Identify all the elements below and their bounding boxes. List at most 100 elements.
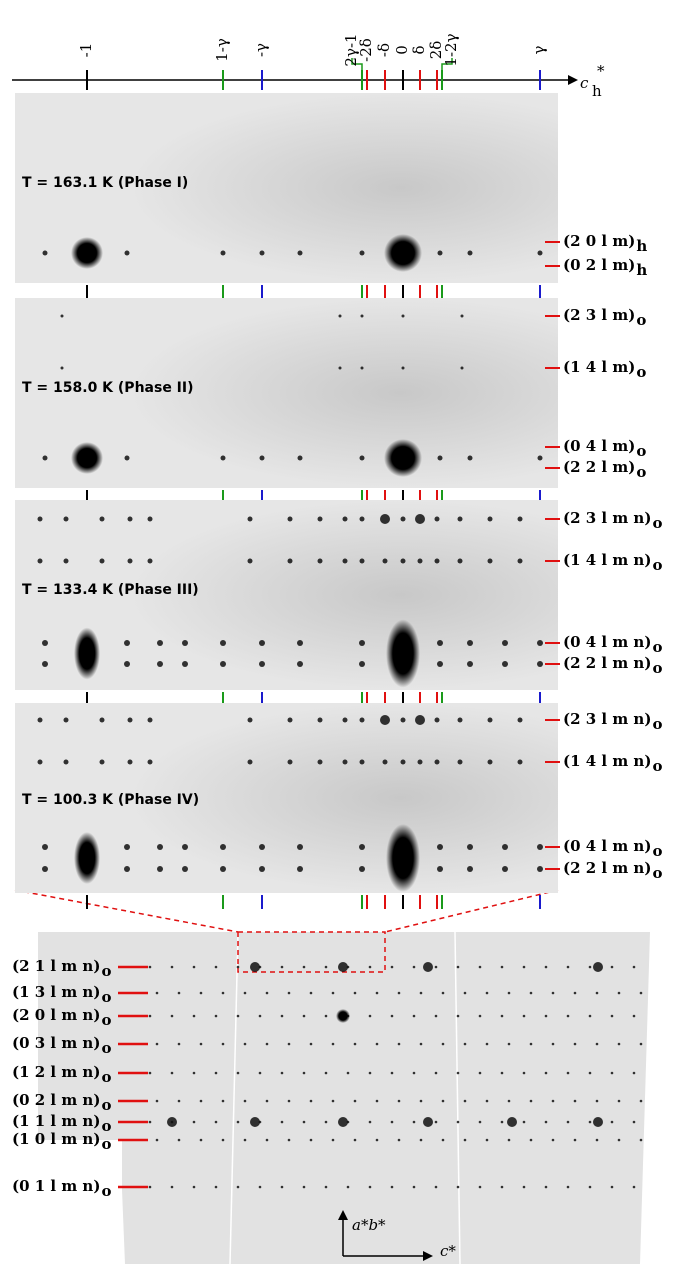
diffraction-spot — [287, 991, 291, 995]
diffraction-spot — [419, 1042, 423, 1046]
diffraction-spot — [566, 1014, 570, 1018]
diffraction-spot — [384, 234, 422, 272]
diffraction-spot — [155, 991, 159, 995]
diffraction-spot — [487, 516, 493, 522]
diffraction-spot — [588, 1185, 592, 1189]
diffraction-spot — [551, 1099, 555, 1103]
reflection-label: (1 2 l m n) — [12, 1063, 100, 1081]
diffraction-spot — [617, 1099, 621, 1103]
diffraction-spot — [485, 991, 489, 995]
diffraction-spot — [221, 1099, 225, 1103]
diffraction-spot — [434, 558, 440, 564]
diffraction-spot — [359, 455, 365, 461]
overview-spots — [148, 962, 643, 1189]
diffraction-spot — [457, 759, 463, 765]
diffraction-spot — [456, 965, 460, 969]
diffraction-spot — [221, 1138, 225, 1142]
diffraction-spot — [124, 455, 130, 461]
diffraction-spot — [297, 455, 303, 461]
diffraction-spot — [297, 640, 303, 646]
diffraction-spot — [302, 1071, 306, 1075]
diffraction-spot — [124, 640, 130, 646]
diffraction-spot — [250, 962, 260, 972]
diffraction-spot — [42, 844, 48, 850]
diffraction-spot — [170, 1071, 174, 1075]
axis-tick-label: -1 — [77, 43, 95, 58]
diffraction-spot — [214, 1185, 218, 1189]
diffraction-spot — [467, 844, 473, 850]
diffraction-spot — [182, 640, 188, 646]
diffraction-spot — [419, 1099, 423, 1103]
diffraction-spot — [258, 1014, 262, 1018]
diffraction-spot — [302, 1120, 306, 1124]
diffraction-spot — [353, 1042, 357, 1046]
diffraction-spot — [297, 866, 303, 872]
diffraction-spot — [259, 866, 265, 872]
diffraction-spot — [338, 366, 342, 370]
diffraction-spot — [412, 965, 416, 969]
diffraction-spot — [317, 717, 323, 723]
diffraction-spot — [595, 1138, 599, 1142]
diffraction-spot — [478, 965, 482, 969]
diffraction-spot — [467, 455, 473, 461]
diffraction-spot — [544, 1120, 548, 1124]
diffraction-spot — [390, 965, 394, 969]
reflection-sub: h — [636, 237, 647, 255]
overview-axis-label: a*b* — [352, 1216, 386, 1234]
diffraction-spot — [177, 991, 181, 995]
axis-tick-label: δ — [410, 45, 428, 54]
axis-tick-label: -δ — [375, 43, 393, 57]
diffraction-spot — [182, 844, 188, 850]
panel-image — [15, 500, 558, 690]
diffraction-spot — [287, 1042, 291, 1046]
diffraction-spot — [280, 1120, 284, 1124]
diffraction-spot — [401, 314, 405, 318]
diffraction-spot — [192, 1120, 196, 1124]
diffraction-spot — [522, 1185, 526, 1189]
reflection-label: (0 3 l m n) — [12, 1034, 100, 1052]
diffraction-spot — [317, 759, 323, 765]
diffraction-spot — [610, 1185, 614, 1189]
diffraction-spot — [441, 1042, 445, 1046]
diffraction-spot — [155, 1042, 159, 1046]
diffraction-spot — [441, 1138, 445, 1142]
overview-arrow — [423, 1251, 433, 1261]
diffraction-spot — [265, 1099, 269, 1103]
diffraction-spot — [37, 516, 43, 522]
diffraction-spot — [177, 1099, 181, 1103]
diffraction-spot — [478, 1014, 482, 1018]
reflection-sub: o — [652, 864, 662, 882]
diffraction-spot — [566, 1185, 570, 1189]
diffraction-spot — [593, 1117, 603, 1127]
diffraction-spot — [522, 965, 526, 969]
diffraction-spot — [170, 1185, 174, 1189]
diffraction-spot — [460, 366, 464, 370]
diffraction-spot — [148, 1185, 152, 1189]
diffraction-spot — [265, 1042, 269, 1046]
diffraction-spot — [551, 991, 555, 995]
diffraction-spot — [63, 759, 69, 765]
reflection-label: (0 1 l m n) — [12, 1177, 100, 1195]
diffraction-spot — [517, 558, 523, 564]
diffraction-spot — [529, 991, 533, 995]
reflection-label: (2 0 l m) — [563, 232, 635, 250]
diffraction-spot — [127, 558, 133, 564]
diffraction-spot — [437, 661, 443, 667]
diffraction-spot — [441, 1099, 445, 1103]
diffraction-spot — [463, 1138, 467, 1142]
diffraction-spot — [529, 1138, 533, 1142]
diffraction-spot — [359, 759, 365, 765]
diffraction-spot — [522, 1071, 526, 1075]
diffraction-spot — [507, 1042, 511, 1046]
reflection-label: (1 0 l m n) — [12, 1130, 100, 1148]
reflection-sub: o — [636, 311, 646, 329]
diffraction-spot — [99, 759, 105, 765]
diffraction-spot — [124, 844, 130, 850]
overview-seam — [454, 931, 461, 1264]
diffraction-spot — [500, 1071, 504, 1075]
diffraction-spot — [359, 661, 365, 667]
diffraction-spot — [400, 759, 406, 765]
axis-tick-label: -2δ — [357, 38, 375, 62]
diffraction-spot — [199, 1138, 203, 1142]
reflection-sub: o — [652, 757, 662, 775]
